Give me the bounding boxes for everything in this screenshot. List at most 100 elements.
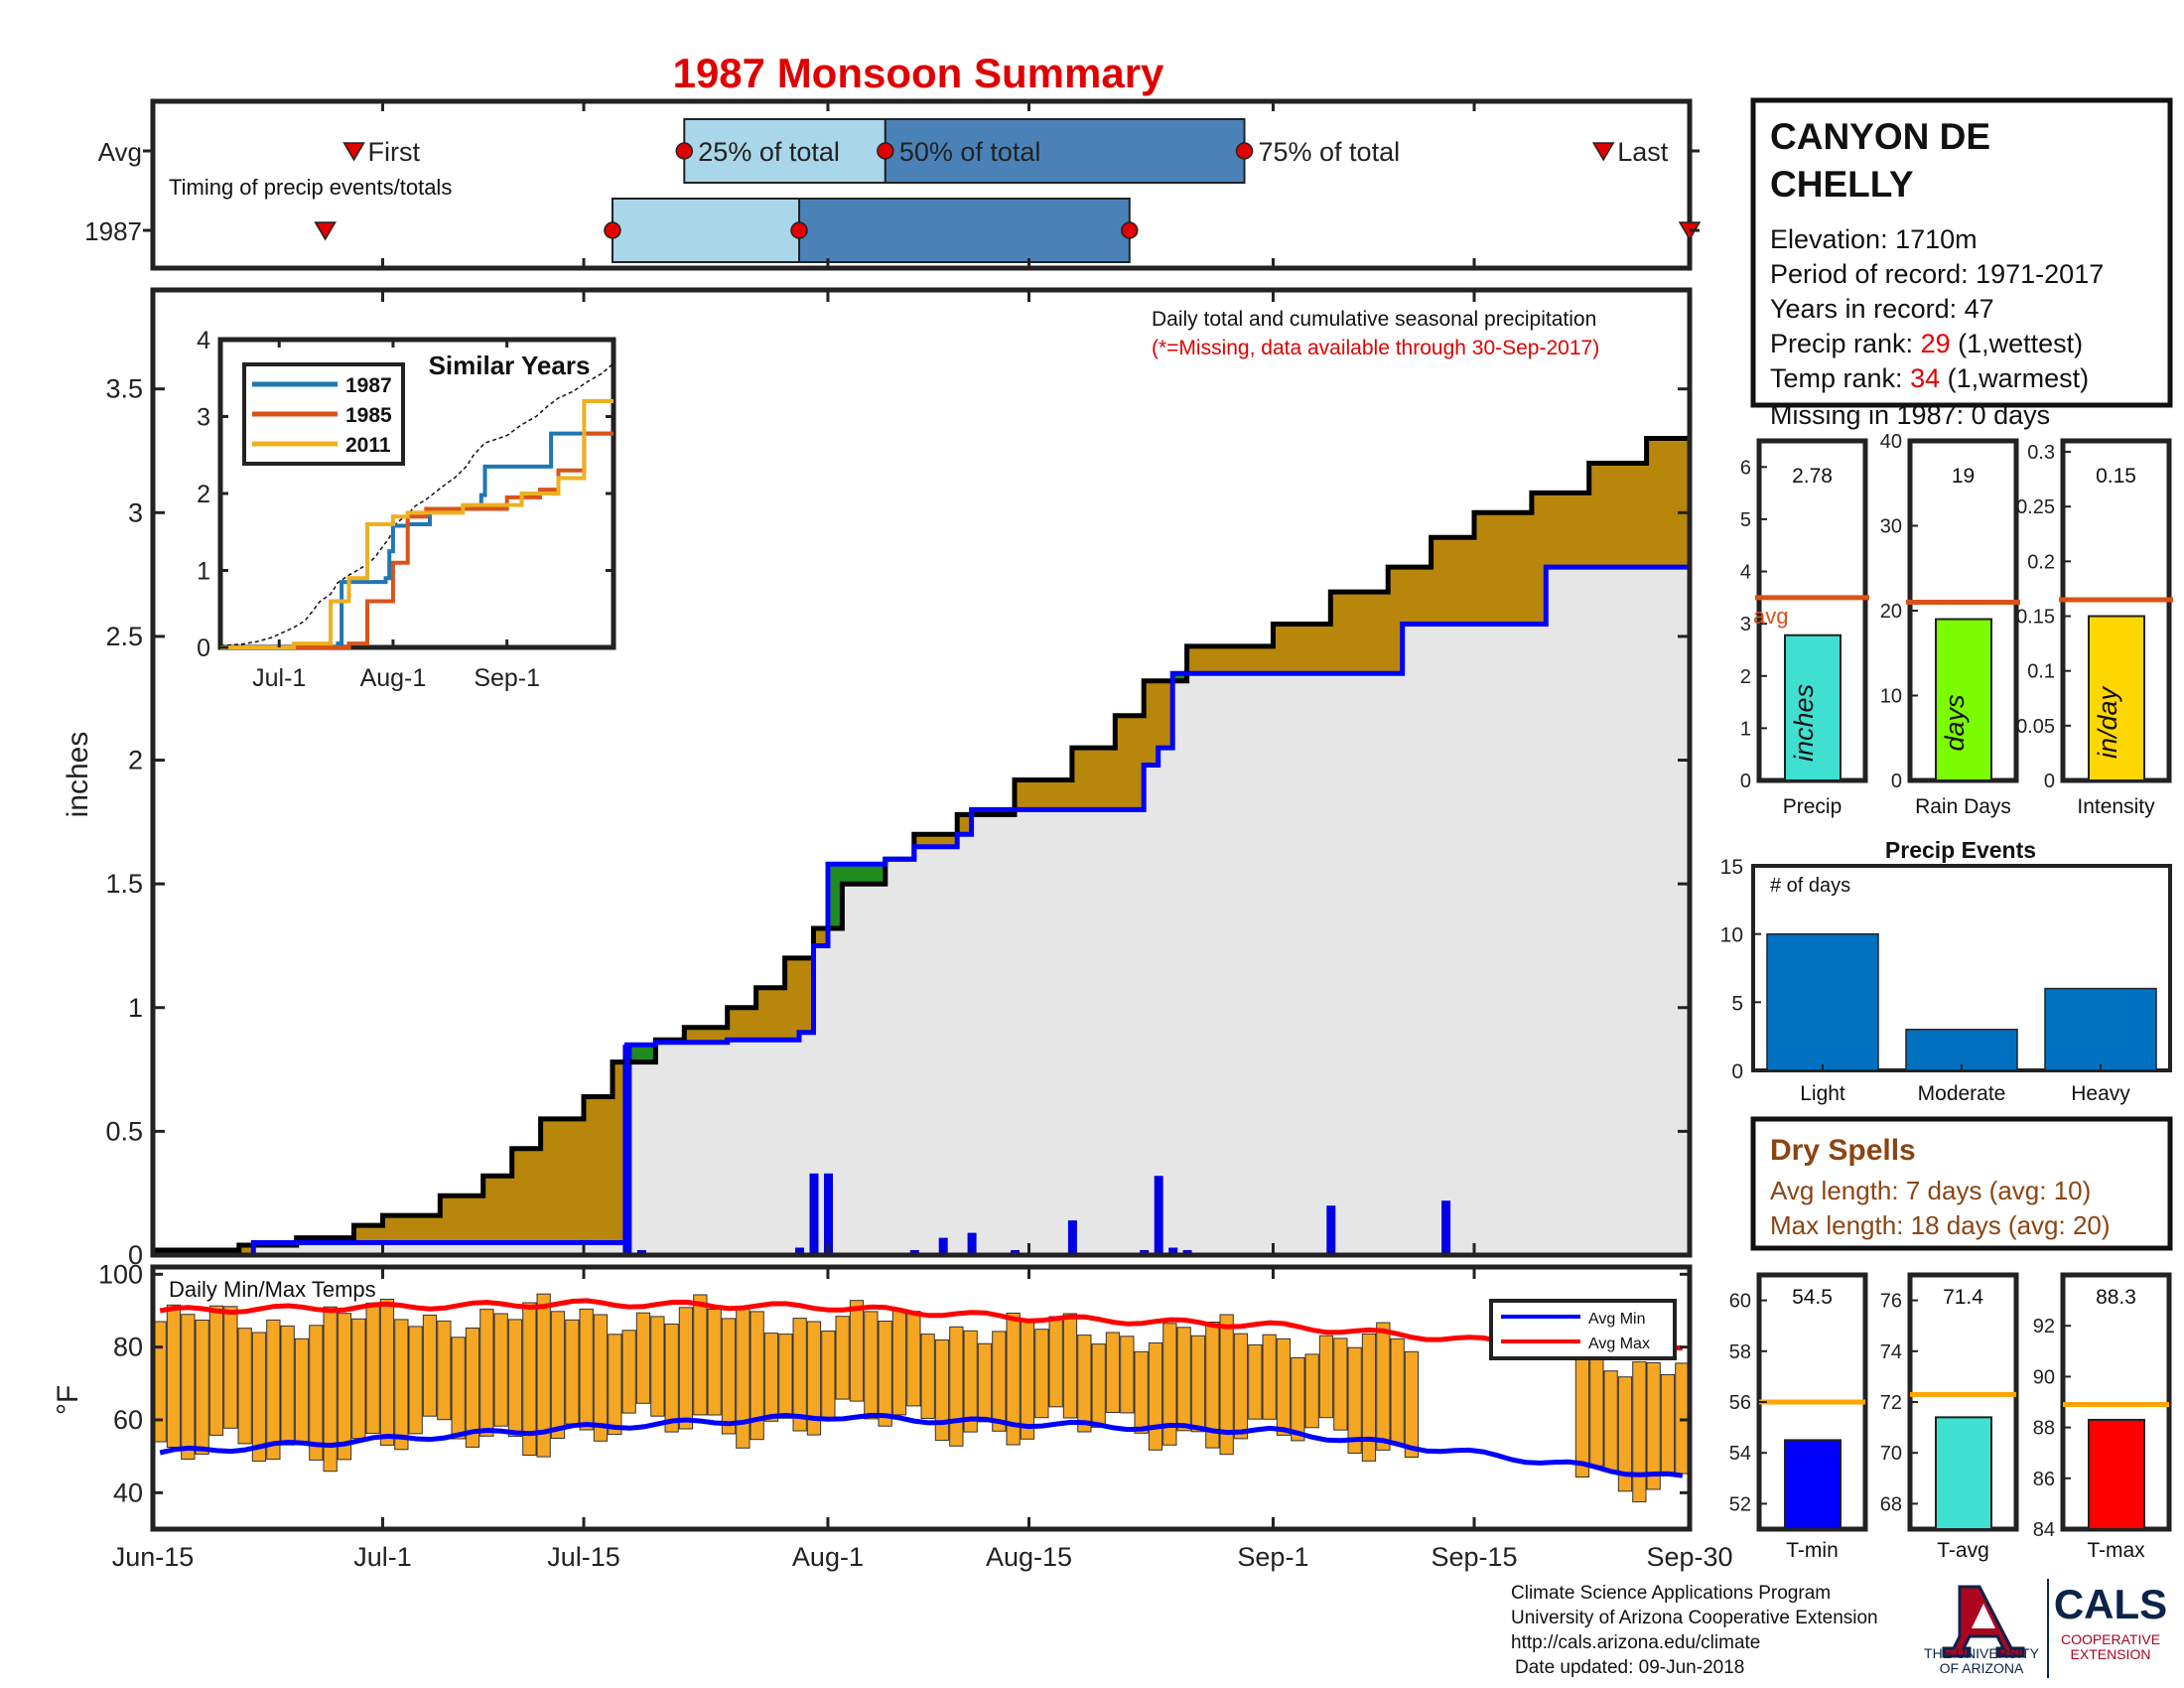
- temp-rank-value: 34: [1910, 363, 1940, 393]
- inset-marks: 0 1 2 3 4 Jul-1 Aug-1 Sep-1: [197, 327, 614, 692]
- avg-q2-box: [884, 118, 1246, 184]
- station-name-line2: CHELLY: [1770, 164, 1914, 205]
- panel-y-tick-label: 0: [1740, 771, 1751, 792]
- temp-panel-y-tick-label: 86: [2033, 1469, 2055, 1490]
- event-y-tick-label: 10: [1720, 924, 1743, 947]
- main-y-tick-label: 3.5: [105, 374, 143, 404]
- station-elevation: Elevation: 1710m: [1770, 224, 1978, 254]
- panel-y-tick-label: 20: [1880, 601, 1902, 623]
- daily-temp-bar: [237, 1328, 252, 1445]
- daily-temp-bar: [1062, 1313, 1078, 1419]
- daily-temp-bar: [351, 1318, 366, 1440]
- panel-label-0: Precip: [1783, 795, 1843, 818]
- daily-temp-bar: [707, 1309, 722, 1416]
- temp-panel-y-tick-label: 58: [1729, 1341, 1751, 1363]
- year-q1-box: [611, 198, 801, 263]
- temp-legend-box: [1489, 1299, 1677, 1360]
- p75-label: 75% of total: [1259, 137, 1401, 167]
- daily-precip-bar: [938, 1237, 948, 1255]
- daily-temp-bar: [593, 1314, 609, 1442]
- daily-temp-bar: [1120, 1336, 1135, 1414]
- daily-precip-bar: [1441, 1200, 1451, 1255]
- station-precip-rank: Precip rank: 29 (1,wettest): [1770, 329, 2083, 358]
- timing-panel: Avg 1987 Timing of precip events/totals …: [84, 98, 1702, 271]
- temp-panel-y-tick-label: 56: [1729, 1392, 1751, 1414]
- precip-rank-note: (1,wettest): [1951, 329, 2084, 358]
- panel-y-tick-label: 40: [1880, 431, 1902, 453]
- daily-temp-bar: [750, 1311, 764, 1441]
- main-y-tick-label: 3: [128, 497, 143, 527]
- temp-panel-value-1: 71.4: [1943, 1286, 1983, 1309]
- inset-legend-label-1985: 1985: [345, 404, 392, 427]
- panel-value-1: 19: [1952, 465, 1975, 488]
- daily-temp-bar: [1304, 1353, 1319, 1429]
- panel-y-tick-label: 6: [1740, 457, 1751, 479]
- daily-precip-bar: [1067, 1220, 1077, 1255]
- inset-x-tick-label: Sep-1: [474, 664, 540, 692]
- daily-temp-bar: [1361, 1334, 1377, 1462]
- daily-temp-bar: [251, 1332, 267, 1463]
- daily-temp-bar: [1376, 1322, 1391, 1451]
- daily-temp-bar: [693, 1294, 708, 1416]
- panel-y-tick-label: 1: [1740, 718, 1751, 740]
- daily-temp-bar: [934, 1339, 950, 1442]
- avg-q1-box: [683, 118, 887, 184]
- event-y-tick-label: 15: [1720, 856, 1743, 879]
- daily-temp-bar: [1262, 1334, 1277, 1420]
- panel-y-tick-label: 10: [1880, 686, 1902, 708]
- station-temp-rank: Temp rank: 34 (1,warmest): [1770, 363, 2089, 393]
- panel-y-tick-label: 3: [1740, 614, 1751, 635]
- event-bar-moderate: [1905, 1029, 2018, 1071]
- daily-temp-bar: [1219, 1314, 1234, 1456]
- main-y-tick-label: 2: [128, 746, 143, 775]
- panel-y-tick-label: 4: [1740, 562, 1751, 584]
- daily-temp-bar: [479, 1309, 494, 1437]
- daily-temp-bar: [579, 1308, 594, 1431]
- university-of-arizona-logo[interactable]: THE UNIVERSITY OF ARIZONA: [1924, 1585, 2040, 1676]
- main-marks: [153, 408, 1693, 1258]
- panel-y-tick-label: 30: [1880, 516, 1902, 538]
- daily-temp-bar: [1318, 1335, 1334, 1419]
- year-p50-marker: [790, 221, 808, 239]
- footer-link[interactable]: http://cals.arizona.edu/climate: [1511, 1632, 1760, 1653]
- avg-last-marker: [1591, 142, 1615, 162]
- avg-p50-marker: [877, 142, 894, 160]
- main-y-tick-label: 1.5: [105, 869, 143, 899]
- inset-y-tick-label: 3: [197, 404, 210, 432]
- precip-avg-label: avg: [1753, 604, 1788, 629]
- daily-temp-bar: [1034, 1329, 1049, 1419]
- panel-bar-label-1: days: [1940, 694, 1970, 751]
- daily-temp-bar: [835, 1316, 850, 1400]
- daily-temp-bar: [507, 1319, 523, 1438]
- ua-name-line2: OF ARIZONA: [1940, 1660, 2024, 1676]
- avg-max-legend-label: Avg Max: [1588, 1336, 1650, 1352]
- daily-temp-bar: [522, 1302, 537, 1456]
- date-axis: Jun-15 Jul-1 Jul-15 Aug-1 Aug-15 Sep-1 Sep-15 S…: [112, 101, 1733, 1572]
- daily-temp-bar: [208, 1305, 224, 1436]
- daily-temp-bar: [408, 1326, 423, 1435]
- daily-temp-bar: [1248, 1343, 1263, 1420]
- p50-label: 50% of total: [899, 137, 1041, 167]
- main-note: Daily total and cumulative seasonal prec…: [1152, 308, 1596, 331]
- dry-max-length: Max length: 18 days (avg: 20): [1770, 1210, 2111, 1240]
- temp-panel-y-tick-label: 68: [1880, 1493, 1902, 1515]
- daily-temp-bar: [1176, 1327, 1191, 1432]
- station-name-line1: CANYON DE: [1770, 116, 1990, 157]
- timing-year-label: 1987: [84, 216, 142, 246]
- daily-temp-bar: [1077, 1335, 1092, 1433]
- daily-temp-bar: [1148, 1342, 1163, 1451]
- ua-name-line1: THE UNIVERSITY: [1924, 1645, 2040, 1661]
- daily-temp-bar: [891, 1309, 907, 1416]
- year-p25-marker: [604, 221, 621, 239]
- daily-temp-bar: [906, 1311, 921, 1407]
- station-frame: [1750, 97, 2173, 408]
- date-tick-label: Jul-1: [353, 1542, 412, 1572]
- avg-min-legend-label: Avg Min: [1588, 1311, 1646, 1328]
- temp-y-axis-label: °F: [52, 1385, 84, 1415]
- temp-y-tick-label: 60: [113, 1405, 143, 1435]
- event-category-label: Light: [1800, 1082, 1845, 1105]
- inset-avg-reference: [219, 362, 614, 647]
- cals-logo[interactable]: CALS: [2054, 1581, 2167, 1627]
- inset-x-tick-label: Jul-1: [252, 664, 306, 692]
